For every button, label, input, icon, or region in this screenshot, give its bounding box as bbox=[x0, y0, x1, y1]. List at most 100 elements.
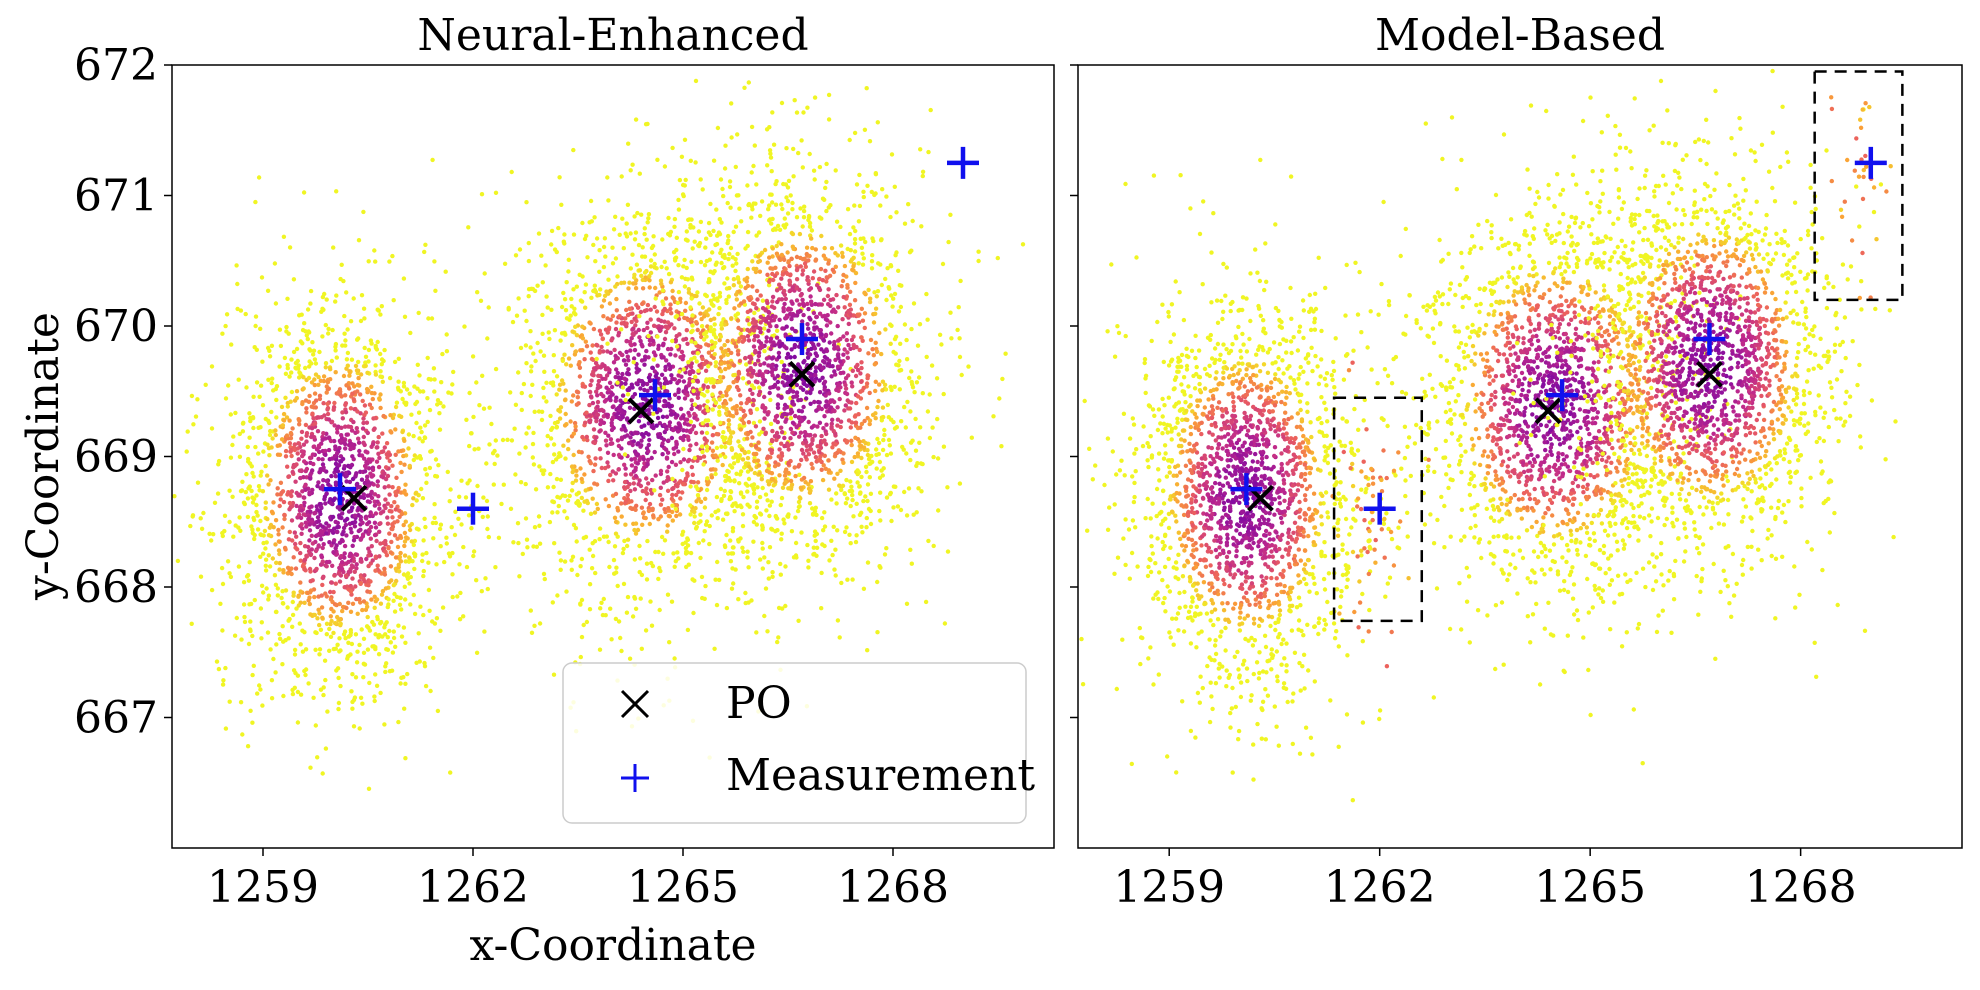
particle-point bbox=[671, 551, 676, 556]
particle-point bbox=[333, 348, 338, 353]
particle-point bbox=[320, 575, 325, 581]
particle-point bbox=[754, 630, 759, 635]
particle-point bbox=[340, 604, 346, 610]
particle-point bbox=[302, 459, 307, 464]
particle-point bbox=[722, 543, 728, 548]
particle-point bbox=[764, 339, 769, 344]
particle-point bbox=[782, 301, 787, 307]
particle-point bbox=[292, 685, 297, 690]
particle-point bbox=[573, 526, 579, 531]
particle-point bbox=[318, 504, 324, 510]
particle-point bbox=[398, 533, 403, 539]
particle-point bbox=[516, 540, 521, 546]
particle-point bbox=[369, 597, 374, 602]
particle-point bbox=[598, 421, 603, 427]
particle-point bbox=[380, 431, 385, 436]
particle-point bbox=[420, 439, 425, 444]
particle-point bbox=[336, 424, 341, 429]
particle-point bbox=[683, 237, 689, 242]
particle-point bbox=[721, 353, 726, 358]
particle-point bbox=[713, 467, 718, 472]
particle-point bbox=[351, 558, 357, 564]
particle-point bbox=[873, 172, 879, 177]
particle-point bbox=[673, 462, 679, 467]
particle-point bbox=[700, 356, 705, 362]
particle-point bbox=[603, 430, 608, 435]
particle-point bbox=[435, 398, 441, 403]
particle-point bbox=[259, 620, 264, 625]
particle-point bbox=[317, 647, 323, 652]
particle-point bbox=[856, 320, 862, 325]
particle-point bbox=[554, 374, 560, 379]
particle-point bbox=[396, 379, 401, 384]
particle-point bbox=[835, 618, 841, 623]
particle-point bbox=[642, 270, 648, 275]
particle-point bbox=[528, 345, 533, 350]
particle-point bbox=[216, 666, 222, 672]
particle-point bbox=[751, 539, 756, 544]
particle-point bbox=[695, 395, 700, 400]
particle-point bbox=[603, 254, 608, 259]
particle-point bbox=[675, 413, 680, 418]
particle-point bbox=[420, 558, 425, 564]
particle-point bbox=[333, 444, 338, 449]
particle-point bbox=[717, 232, 723, 237]
particle-point bbox=[339, 394, 344, 399]
particle-point bbox=[752, 310, 757, 316]
particle-point bbox=[401, 522, 406, 528]
particle-point bbox=[617, 350, 623, 356]
particle-point bbox=[313, 647, 318, 652]
particle-point bbox=[414, 420, 419, 426]
particle-point bbox=[331, 405, 337, 410]
particle-point bbox=[273, 670, 278, 675]
particle-point bbox=[307, 566, 313, 572]
particle-point bbox=[266, 482, 271, 487]
particle-point bbox=[670, 288, 675, 294]
particle-point bbox=[646, 212, 652, 217]
particle-point bbox=[666, 215, 671, 221]
particle-point bbox=[586, 454, 591, 459]
particle-point bbox=[517, 247, 523, 252]
particle-point bbox=[266, 593, 272, 598]
particle-point bbox=[752, 143, 757, 148]
particle-point bbox=[423, 467, 428, 472]
particle-point bbox=[677, 177, 683, 183]
particle-point bbox=[293, 479, 298, 484]
particle-point bbox=[596, 378, 602, 384]
particle-point bbox=[261, 449, 266, 454]
particle-point bbox=[281, 411, 287, 417]
particle-point bbox=[310, 468, 315, 473]
particle-point bbox=[395, 536, 400, 541]
particle-point bbox=[409, 412, 414, 417]
particle-point bbox=[355, 337, 360, 342]
particle-point bbox=[680, 436, 685, 441]
particle-point bbox=[692, 411, 697, 417]
particle-point bbox=[372, 426, 377, 431]
particle-point bbox=[836, 382, 841, 387]
particle-point bbox=[261, 551, 266, 556]
particle-point bbox=[720, 462, 725, 468]
particle-point bbox=[309, 547, 314, 552]
particle-point bbox=[399, 469, 404, 475]
particle-point bbox=[616, 443, 622, 449]
particle-point bbox=[630, 327, 635, 332]
particle-point bbox=[458, 590, 463, 596]
particle-point bbox=[564, 362, 569, 367]
particle-point bbox=[251, 515, 256, 521]
particle-point bbox=[366, 259, 371, 264]
particle-point bbox=[957, 481, 963, 486]
particle-point bbox=[898, 507, 904, 513]
particle-point bbox=[883, 276, 888, 282]
particle-point bbox=[566, 257, 571, 262]
particle-point bbox=[280, 525, 285, 530]
particle-point bbox=[317, 622, 322, 628]
particle-point bbox=[622, 452, 628, 457]
particle-point bbox=[645, 302, 651, 308]
particle-point bbox=[316, 374, 321, 380]
particle-point bbox=[275, 492, 280, 497]
particle-point bbox=[723, 511, 729, 516]
particle-point bbox=[393, 490, 398, 495]
particle-point bbox=[865, 183, 870, 188]
particle-point bbox=[648, 258, 654, 263]
particle-point bbox=[365, 474, 370, 479]
